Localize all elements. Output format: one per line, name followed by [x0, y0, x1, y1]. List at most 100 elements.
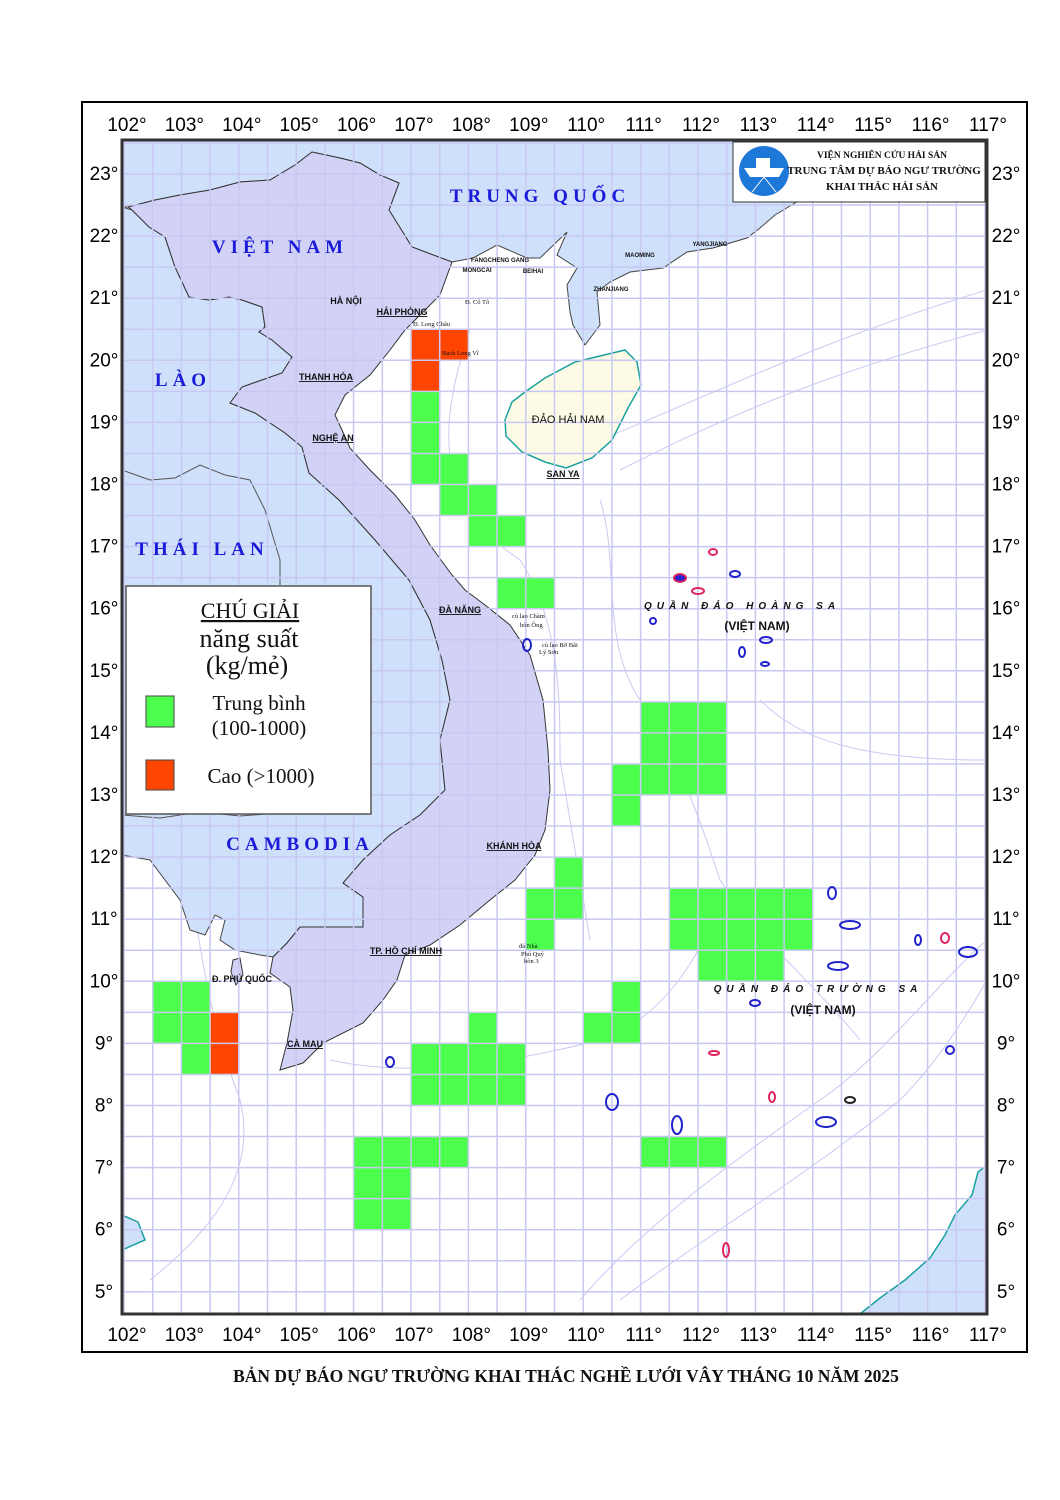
label-khanh-hoa: KHÁNH HÒA — [487, 840, 542, 851]
forecast-cell-high — [411, 329, 440, 361]
lon-label-bottom: 115° — [854, 1325, 892, 1346]
logo-box: VIỆN NGHIÊN CỨU HẢI SẢN TRUNG TÂM DỰ BÁO… — [732, 141, 986, 203]
label-beihai: BEIHAI — [523, 269, 544, 275]
forecast-cell-medium — [698, 732, 727, 764]
paracel-island — [729, 570, 741, 578]
label-ho-chi-minh: TP. HỒ CHÍ MINH — [370, 945, 442, 956]
legend-high-label: Cao (>1000) — [208, 764, 315, 788]
spratly-island — [768, 1091, 776, 1103]
malaysia-land — [122, 1214, 146, 1251]
spratly-island — [815, 1116, 837, 1128]
forecast-cell-medium — [640, 1136, 670, 1168]
logo-line-3: KHAI THÁC HẢI SẢN — [826, 181, 938, 193]
label-cu-lao-cham: cù lao Chàm — [512, 613, 545, 620]
paracel-island — [759, 636, 773, 644]
label-da-nha: đá Nhà — [519, 943, 538, 950]
forecast-cell-medium — [755, 919, 785, 951]
label-da-nang: ĐÀ NẴNG — [439, 604, 481, 615]
lat-label-left: 22° — [90, 226, 119, 247]
lat-label-right: 12° — [992, 847, 1021, 868]
lat-label-left: 16° — [90, 599, 119, 620]
forecast-cell-medium — [411, 1074, 440, 1106]
forecast-cell-medium — [497, 577, 526, 609]
lat-label-left: 6° — [95, 1220, 113, 1241]
forecast-cell-medium — [755, 888, 785, 920]
lat-label-left: 21° — [90, 288, 119, 309]
lat-label-right: 19° — [992, 412, 1021, 433]
forecast-cell-medium — [411, 422, 440, 454]
spratly-island — [914, 934, 922, 946]
lon-label-top: 105° — [280, 115, 319, 136]
spratly-island — [940, 932, 950, 944]
lat-label-left: 20° — [90, 350, 119, 371]
forecast-cell-medium — [640, 732, 670, 764]
lat-label-right: 10° — [992, 971, 1021, 992]
spratly-island — [827, 886, 837, 900]
lon-label-bottom: 110° — [567, 1325, 605, 1346]
spratly-island — [749, 999, 761, 1007]
legend-title: CHÚ GIẢI — [201, 598, 299, 623]
forecast-cell-medium — [382, 1167, 411, 1199]
paracel-island — [673, 573, 687, 583]
forecast-cell-medium — [411, 1136, 440, 1168]
lon-label-bottom: 102° — [107, 1325, 146, 1346]
spratly-island — [945, 1045, 955, 1055]
laos-thailand-border — [122, 464, 281, 585]
spratly-island — [722, 1242, 730, 1258]
lat-label-left: 5° — [95, 1282, 113, 1303]
label-china: TRUNG QUỐC — [450, 185, 630, 207]
label-long-chau: Đ. Long Châu — [413, 321, 451, 328]
lat-label-right: 16° — [992, 599, 1021, 620]
label-truong-sa: QUẦN ĐẢO TRƯỜNG SA — [714, 982, 923, 995]
forecast-cell-medium — [411, 391, 440, 423]
lon-label-bottom: 106° — [337, 1325, 376, 1346]
lat-label-right: 7° — [997, 1158, 1015, 1179]
legend-medium-range: (100-1000) — [212, 716, 306, 740]
forecast-cell-medium — [439, 484, 469, 516]
spratly-island — [708, 1050, 720, 1056]
forecast-cell-medium — [611, 795, 641, 827]
institute-logo-icon — [739, 146, 789, 196]
lat-label-right: 15° — [992, 661, 1021, 682]
lon-label-bottom: 114° — [797, 1325, 835, 1346]
forecast-cell-medium — [698, 950, 727, 982]
lat-label-left: 13° — [90, 785, 119, 806]
forecast-cell-medium — [726, 888, 756, 920]
label-hon-ong: hòn Ông — [520, 621, 543, 629]
lon-label-bottom: 112° — [682, 1325, 720, 1346]
forecast-cell-medium — [525, 919, 555, 951]
forecast-cell-medium — [554, 857, 584, 889]
label-hainan: ĐẢO HẢI NAM — [532, 413, 605, 426]
forecast-cell-medium — [497, 1074, 526, 1106]
forecast-cell-medium — [669, 701, 698, 733]
lon-label-top: 103° — [165, 115, 204, 136]
forecast-cell-medium — [411, 1043, 440, 1075]
lon-label-top: 107° — [394, 115, 433, 136]
forecast-cell-medium — [439, 1136, 469, 1168]
forecast-cell-medium — [353, 1167, 383, 1199]
lat-label-left: 9° — [95, 1033, 113, 1054]
paracel-island — [649, 617, 657, 625]
paracel-island — [691, 587, 705, 595]
forecast-cell-medium — [353, 1136, 383, 1168]
forecast-cell-medium — [640, 701, 670, 733]
map-title: BẢN DỰ BÁO NGƯ TRƯỜNG KHAI THÁC NGHỀ LƯỚ… — [233, 1366, 899, 1386]
spratly-island — [958, 946, 978, 958]
forecast-cell-medium — [698, 1136, 727, 1168]
lat-label-left: 17° — [90, 537, 119, 558]
forecast-cell-high — [210, 1012, 239, 1044]
forecast-cell-medium — [669, 888, 698, 920]
lat-label-right: 11° — [992, 909, 1019, 930]
logo-line-2: TRUNG TÂM DỰ BÁO NGƯ TRƯỜNG — [787, 165, 981, 177]
forecast-cell-medium — [611, 763, 641, 795]
label-thailand: THÁI LAN — [135, 538, 268, 560]
lat-label-right: 20° — [992, 350, 1021, 371]
label-maoming: MAOMING — [625, 253, 655, 259]
lat-label-right: 21° — [992, 288, 1021, 309]
island-markers — [385, 548, 978, 1258]
legend-subtitle-2: (kg/mẻ) — [206, 651, 288, 680]
forecast-cell-medium — [669, 919, 698, 951]
forecast-cell-medium — [726, 919, 756, 951]
forecast-cell-medium — [669, 1136, 698, 1168]
forecast-cell-medium — [152, 1012, 182, 1044]
